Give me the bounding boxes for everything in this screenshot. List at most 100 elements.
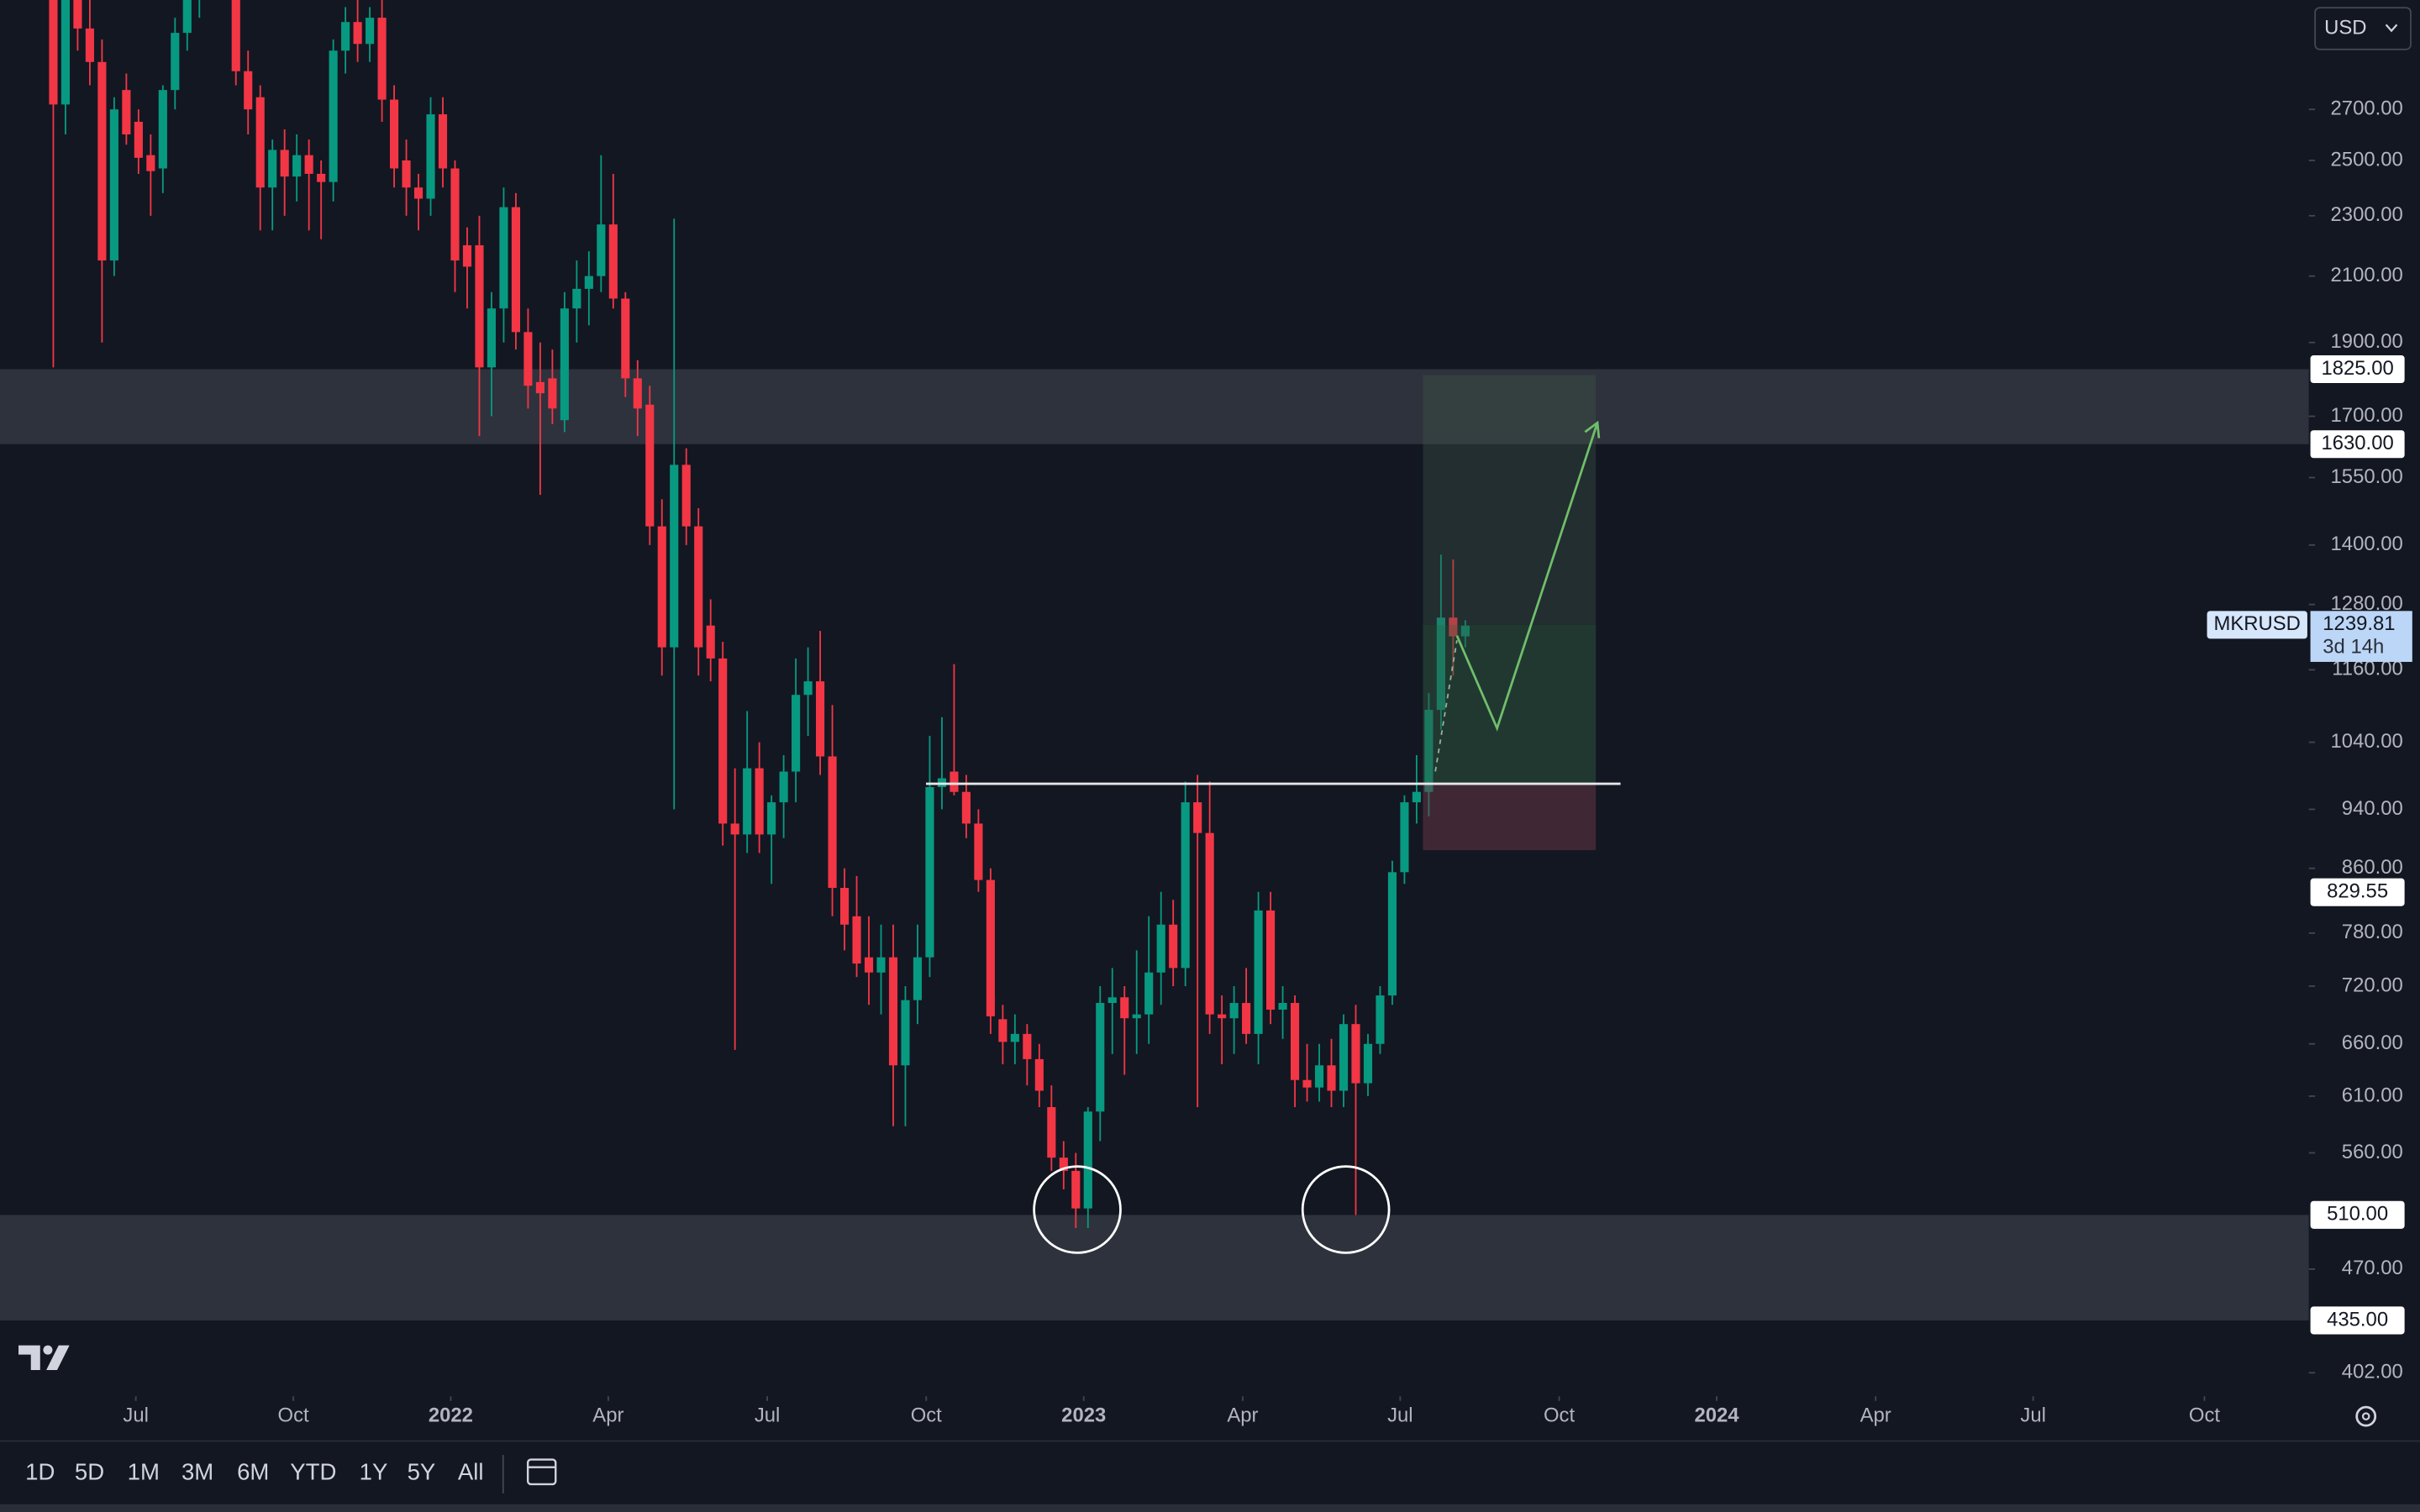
candle-body: [231, 0, 240, 71]
candle-body: [158, 90, 167, 169]
candle-body: [730, 823, 739, 835]
candle-body: [1302, 1079, 1312, 1088]
range-button[interactable]: YTD: [290, 1458, 336, 1484]
candle-body: [523, 332, 533, 386]
candle-body: [864, 957, 874, 973]
candle-body: [1169, 924, 1178, 969]
range-button[interactable]: 5Y: [408, 1458, 436, 1484]
y-tick-label: 2700.00: [2331, 97, 2403, 120]
logo-part: [43, 1345, 53, 1355]
y-tick-label: 2500.00: [2331, 148, 2403, 171]
candle-body: [511, 207, 520, 333]
range-button[interactable]: 5D: [75, 1458, 104, 1484]
profit-area: [1423, 624, 1597, 785]
candle-body: [182, 0, 192, 34]
candle-body: [1096, 1003, 1105, 1112]
level-label: 1825.00: [2321, 357, 2393, 380]
range-button[interactable]: 1M: [128, 1458, 160, 1484]
projection-arrow: [1455, 422, 1599, 732]
y-tick-label: 2300.00: [2331, 203, 2403, 226]
y-tick-label: 660.00: [2342, 1032, 2403, 1054]
currency-button[interactable]: USD: [2314, 7, 2412, 50]
date-range-button[interactable]: [526, 1458, 557, 1486]
candle-body: [1181, 802, 1190, 969]
bottom-circle: [1301, 1165, 1391, 1254]
logo-part: [18, 1345, 40, 1371]
candle-body: [109, 109, 118, 261]
candle-body: [621, 298, 630, 379]
zones: [0, 369, 2309, 1320]
range-button[interactable]: 3M: [182, 1458, 213, 1484]
calendar-icon[interactable]: [526, 1458, 557, 1486]
candle-body: [1071, 1170, 1081, 1209]
candle-body: [681, 465, 691, 527]
y-tick-label: 1040.00: [2331, 730, 2403, 753]
level-box: [2310, 354, 2405, 384]
range-button[interactable]: 1Y: [360, 1458, 388, 1484]
last-price-value: 1239.81: [2323, 612, 2395, 635]
y-tick-label: 1700.00: [2331, 404, 2403, 427]
candle-body: [1107, 997, 1117, 1004]
currency[interactable]: USD: [2324, 16, 2366, 39]
y-tick-label: 610.00: [2342, 1084, 2403, 1106]
x-tick-label: Oct: [1544, 1404, 1575, 1426]
candle-body: [366, 18, 375, 45]
candle-body: [1010, 1033, 1019, 1042]
candle-body: [413, 187, 424, 199]
price-axis: 402.00 470.00 560.00 610.00 660.00 720.00 780.…: [2308, 97, 2405, 1383]
candle-body: [146, 155, 155, 171]
x-tick-label: 2023: [1061, 1404, 1106, 1426]
candle-body: [1229, 1003, 1239, 1019]
y-tick-label: 470.00: [2342, 1257, 2403, 1279]
candle-body: [876, 957, 886, 973]
y-tick-label: 940.00: [2342, 797, 2403, 820]
x-tick-label: Apr: [592, 1404, 623, 1426]
candle-body: [925, 787, 934, 958]
candle-body: [986, 879, 995, 1016]
candle-body: [645, 404, 655, 527]
level-box: [2310, 1306, 2405, 1335]
candle-body: [1034, 1058, 1044, 1091]
symbol: MKRUSD: [2214, 612, 2301, 635]
level-box: [2310, 430, 2405, 459]
time-axis: Jul Oct 2022 Apr Jul Oct 2023 Apr Jul Oct 2024 Apr J…: [123, 1396, 2220, 1426]
candle-body: [85, 28, 94, 62]
level-box: [2310, 1200, 2405, 1229]
candle-body: [1387, 872, 1397, 996]
zone: [0, 369, 2309, 444]
candle-body: [670, 465, 679, 648]
bottom-circle: [1033, 1165, 1122, 1254]
candle-body: [438, 114, 448, 169]
target-area: [1423, 375, 1597, 625]
candle-body: [584, 276, 593, 289]
x-tick-label: Jul: [123, 1404, 148, 1426]
dropdown-icon[interactable]: [2385, 24, 2398, 33]
settings-button[interactable]: [2355, 1405, 2377, 1427]
range-button[interactable]: All: [458, 1458, 484, 1484]
range-button[interactable]: 1D: [25, 1458, 55, 1484]
candle-body: [268, 150, 277, 188]
candle-body: [304, 155, 313, 174]
toolbar: 1D 5D 1M 3M 6M YTD 1Y 5Y All: [25, 1455, 557, 1494]
candle-body: [1351, 1024, 1360, 1084]
gear-icon[interactable]: [2355, 1405, 2377, 1427]
candle-body: [998, 1019, 1007, 1042]
range-button[interactable]: 6M: [237, 1458, 269, 1484]
x-tick-label: Oct: [278, 1404, 309, 1426]
level-label: 435.00: [2327, 1308, 2388, 1331]
candle-body: [1218, 1014, 1227, 1019]
candle-body: [1242, 1003, 1251, 1034]
x-tick-label: Jul: [755, 1404, 781, 1426]
currency-box[interactable]: [2314, 7, 2412, 50]
candle-body: [255, 97, 265, 188]
candle-body: [828, 756, 837, 888]
candle-body: [122, 90, 131, 135]
candle-body: [280, 150, 289, 177]
candle-body: [1059, 1158, 1068, 1171]
candle-body: [1205, 832, 1214, 1015]
candle-body: [779, 771, 788, 803]
candle-body: [597, 224, 606, 276]
candle-body: [913, 957, 923, 1000]
candle-body: [974, 823, 983, 880]
gear-center[interactable]: [2361, 1412, 2370, 1420]
